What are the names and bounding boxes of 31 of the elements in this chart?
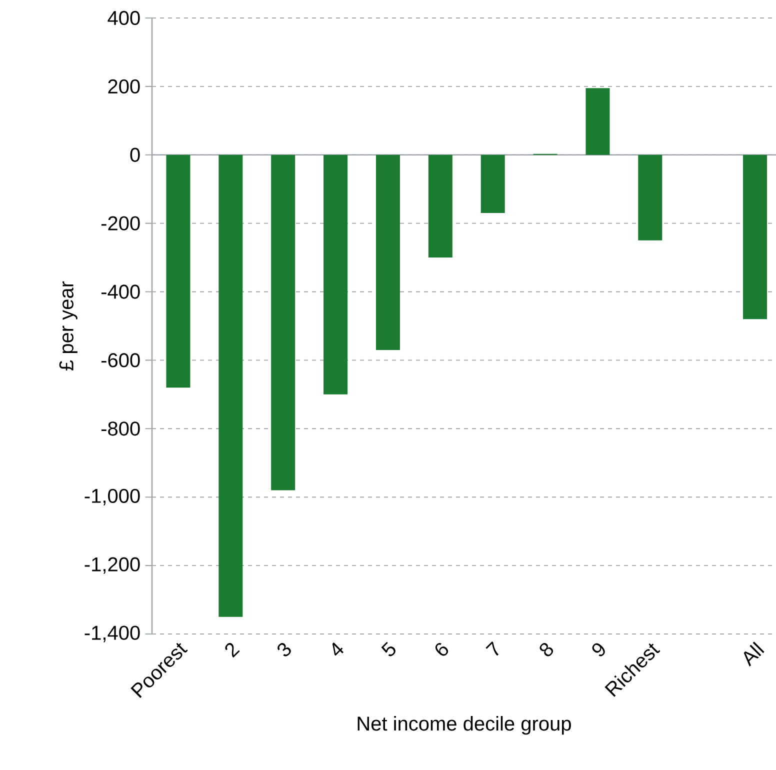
x-tick-label: 5 [381,642,396,656]
x-tick-label: 7 [486,641,499,656]
y-tick-label: -800 [101,422,140,436]
bar [166,154,190,388]
bar [428,154,452,258]
y-tick-label: 0 [130,148,140,162]
x-tick-label: 6 [435,642,448,656]
x-tick-label: 8 [540,643,554,656]
x-axis-title: Net income decile group [358,716,571,735]
bar [586,88,610,155]
bar [743,154,768,320]
x-tick-label: 3 [278,643,291,656]
x-tick-label: 2 [225,643,240,658]
y-tick-label: -400 [101,284,140,299]
bar [324,154,348,394]
bar [638,154,662,240]
x-tick-label: 9 [592,643,605,656]
y-tick-label: -200 [101,216,140,230]
bar [376,154,400,350]
y-axis-title: £ per year [59,281,78,370]
x-tick-label: All [744,642,764,667]
bar [271,154,296,490]
bar [480,154,505,214]
y-tick-label: -1,000 [84,488,140,506]
bar [218,154,243,617]
y-tick-label: -1,200 [84,557,140,574]
y-tick-label: 400 [108,10,140,26]
y-tick-label: -600 [101,353,140,368]
y-tick-label: 200 [108,79,140,94]
x-tick-label: 4 [332,642,344,656]
y-tick-label: -1,400 [84,626,140,642]
